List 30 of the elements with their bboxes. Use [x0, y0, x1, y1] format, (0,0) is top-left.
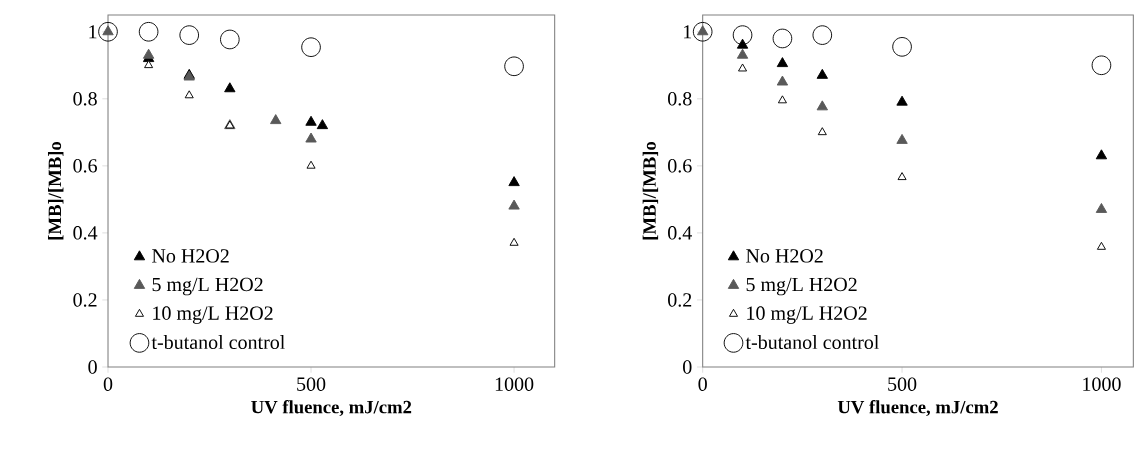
legend-label: 10 mg/L H2O2: [153, 306, 273, 324]
x-axis-title: UV fluence, mJ/cm2: [837, 400, 998, 417]
x-tick-label: 500: [888, 377, 917, 391]
y-tick-label: 0: [88, 360, 97, 374]
x-tick-label: 1000: [1083, 377, 1121, 391]
x-tick-label: 500: [297, 377, 326, 391]
y-tick-label: 0: [683, 360, 692, 374]
y-axis-title: [MB]/[MB]o: [47, 141, 64, 240]
x-tick-label: 1000: [495, 377, 534, 391]
legend-label: t-butanol control: [151, 334, 285, 350]
y-tick-label: 0.6: [73, 159, 98, 173]
y-tick-label: 0.8: [73, 92, 97, 106]
y-tick-label: 0.4: [73, 226, 98, 240]
y-tick-label: 0.8: [668, 92, 692, 106]
legend-label: 5 mg/L H2O2: [746, 277, 857, 296]
x-axis-title: UV fluence, mJ/cm2: [251, 400, 412, 417]
legend-label: 5 mg/L H2O2: [152, 277, 263, 296]
y-tick-label: 1: [89, 25, 97, 39]
x-tick-label: 0: [103, 377, 113, 391]
y-tick-label: 0.4: [668, 226, 692, 240]
y-axis-title: [MB]/[MB]o: [642, 141, 659, 240]
y-tick-label: 0.2: [668, 293, 692, 307]
legend-label: No H2O2: [152, 249, 229, 263]
legend-label: t-butanol control: [745, 334, 879, 350]
x-tick-label: 0: [698, 377, 707, 391]
y-tick-label: 0.6: [668, 159, 692, 173]
legend-label: No H2O2: [746, 249, 823, 263]
legend-label: 10 mg/L H2O2: [747, 306, 867, 324]
y-tick-label: 1: [684, 25, 692, 39]
y-tick-label: 0.2: [73, 293, 97, 307]
